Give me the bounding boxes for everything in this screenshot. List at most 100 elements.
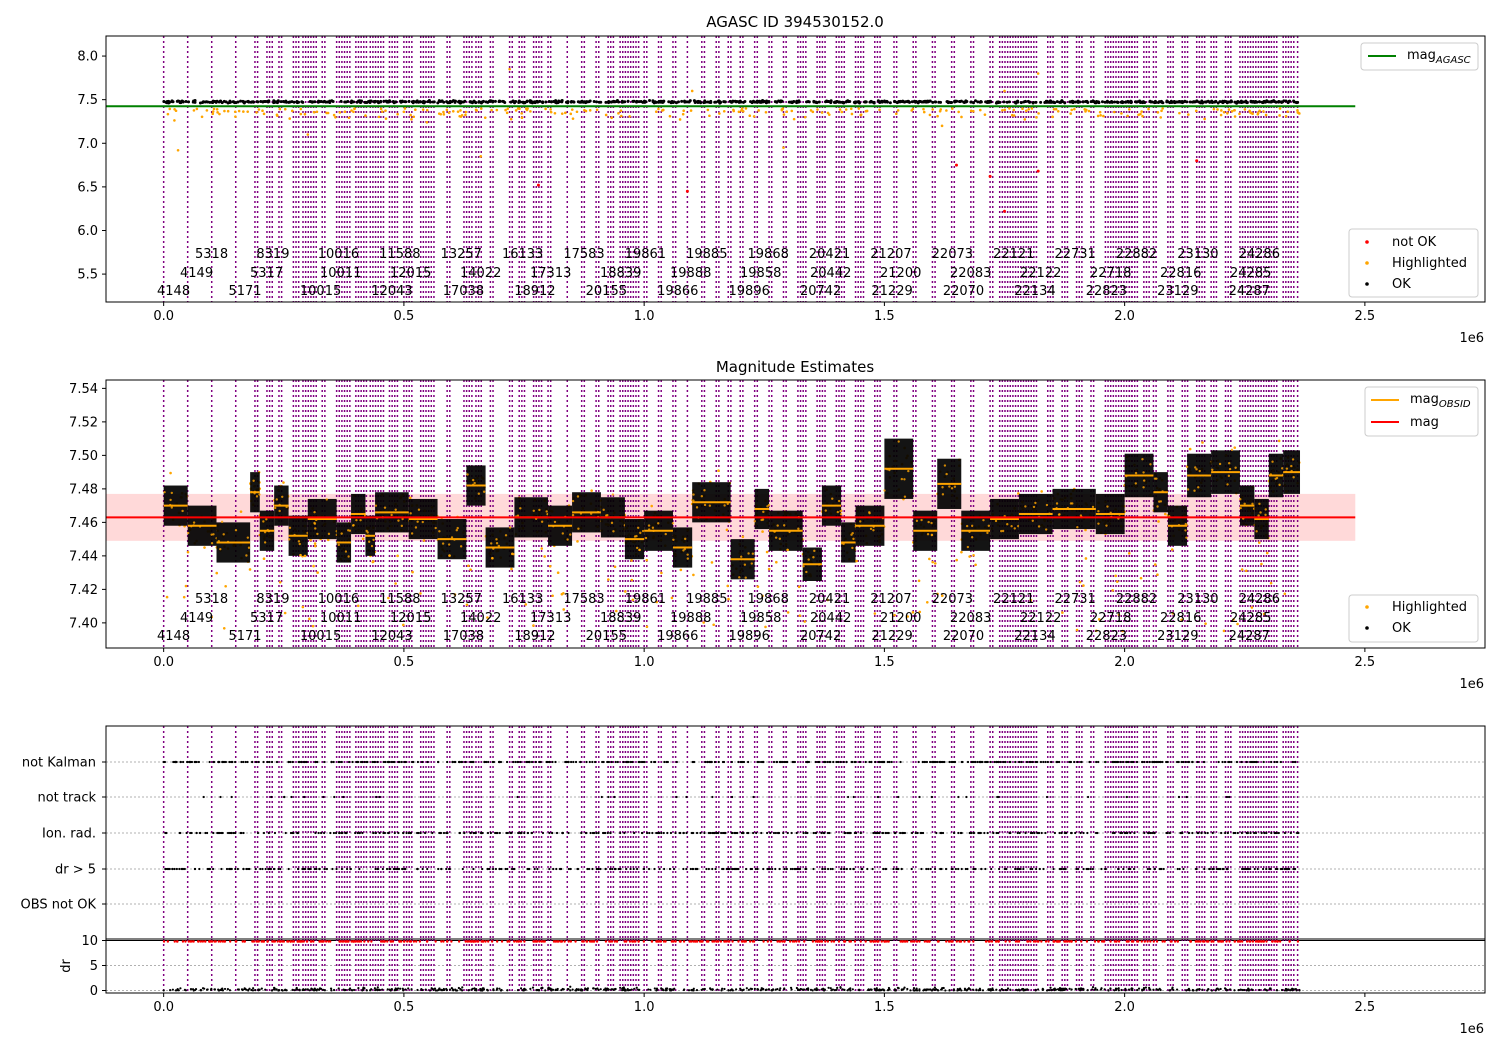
y-tick-label: 7.48 <box>69 482 98 497</box>
flag-point <box>976 760 979 764</box>
dr-ok-point <box>602 988 606 991</box>
flag-point <box>689 867 692 871</box>
highlighted-point <box>803 115 807 119</box>
highlighted-point <box>560 592 564 596</box>
flag-point <box>876 831 879 835</box>
flag-point <box>855 831 858 835</box>
flag-point <box>591 867 594 871</box>
highlighted-point <box>532 624 535 627</box>
flag-point <box>245 867 248 871</box>
highlighted-point <box>960 550 963 554</box>
highlighted-point <box>1031 519 1034 522</box>
highlighted-point <box>970 536 974 539</box>
obsid-label: 24287 <box>1229 284 1270 299</box>
flag-point <box>390 760 393 764</box>
flag-point <box>226 831 230 835</box>
highlighted-point <box>1244 569 1248 573</box>
dr-ok-point <box>199 989 202 992</box>
flag-point <box>1022 867 1025 871</box>
highlighted-point <box>456 110 460 113</box>
flag-point <box>614 760 617 764</box>
flag-point <box>957 867 960 871</box>
highlighted-point <box>839 509 842 513</box>
flag-point <box>580 831 583 835</box>
highlighted-point <box>1243 108 1247 111</box>
flag-point <box>880 760 883 764</box>
flag-point <box>1208 867 1211 871</box>
ok-point <box>581 100 585 104</box>
highlighted-point <box>278 509 281 513</box>
flag-point <box>1123 831 1127 835</box>
flag-point <box>600 795 603 799</box>
ok-point <box>945 100 949 104</box>
ok-point <box>1284 99 1288 103</box>
ok-point <box>297 100 301 104</box>
highlighted-point <box>595 108 599 112</box>
flag-point <box>974 867 977 871</box>
flag-point <box>786 831 789 835</box>
obsid-labels: 5318 8319 10016 11588 13257 16133 17583 19861 19… <box>157 592 1280 644</box>
ok-point <box>878 101 882 105</box>
flag-point <box>1002 760 1005 764</box>
flag-point <box>454 760 457 764</box>
flag-point <box>957 795 960 799</box>
ok-point <box>868 100 872 104</box>
flag-point <box>852 867 855 871</box>
obsid-label: 10016 <box>318 592 359 607</box>
obsid-label: 14022 <box>460 266 501 281</box>
highlighted-point <box>638 548 641 552</box>
obsid-label: 22122 <box>1020 266 1061 281</box>
highlighted-point <box>744 107 748 110</box>
highlighted-point <box>414 108 417 112</box>
flag-point <box>1262 867 1265 871</box>
obsid-label: 22070 <box>943 284 984 299</box>
flag-point <box>1219 867 1222 871</box>
highlighted-point <box>906 615 910 618</box>
highlighted-point <box>359 518 362 522</box>
flag-point <box>277 867 280 871</box>
highlighted-point <box>1256 111 1260 115</box>
highlighted-point <box>717 469 720 473</box>
ok-point <box>1134 100 1138 104</box>
highlighted-point <box>628 115 631 118</box>
ok-point <box>403 100 407 104</box>
flag-point <box>1223 760 1227 764</box>
flag-point <box>1097 760 1100 764</box>
flag-point <box>820 831 823 835</box>
flag-point <box>1232 831 1235 835</box>
highlighted-point <box>553 520 557 524</box>
highlighted-point <box>750 562 753 565</box>
highlighted-point <box>896 109 900 112</box>
highlighted-point <box>812 556 815 559</box>
highlighted-point <box>168 107 172 111</box>
flag-point <box>860 867 864 871</box>
highlighted-point <box>1233 108 1236 112</box>
highlighted-point <box>751 552 755 555</box>
highlighted-point <box>686 553 689 556</box>
flag-point <box>397 867 401 871</box>
flag-point <box>1191 760 1194 764</box>
highlighted-point <box>1264 508 1267 511</box>
highlighted-point <box>520 112 524 115</box>
ok-point <box>210 101 214 105</box>
highlighted-point <box>410 118 413 121</box>
flag-point <box>977 831 980 835</box>
flag-point <box>536 867 539 871</box>
highlighted-point <box>170 491 173 495</box>
highlighted-point <box>219 547 222 551</box>
highlighted-point <box>945 472 948 476</box>
highlighted-point <box>474 108 478 112</box>
dr-ok-point <box>281 989 284 992</box>
flag-point <box>1119 831 1122 835</box>
highlighted-point <box>974 563 977 567</box>
highlighted-point <box>786 548 789 552</box>
highlighted-point <box>630 578 634 582</box>
ok-point <box>988 99 992 103</box>
flag-point <box>1074 831 1077 835</box>
flag-point <box>922 831 925 835</box>
ok-point <box>1069 100 1073 104</box>
flag-point <box>848 831 852 835</box>
flag-point <box>421 867 424 871</box>
highlighted-point <box>1010 113 1014 117</box>
flag-point <box>1242 867 1245 871</box>
